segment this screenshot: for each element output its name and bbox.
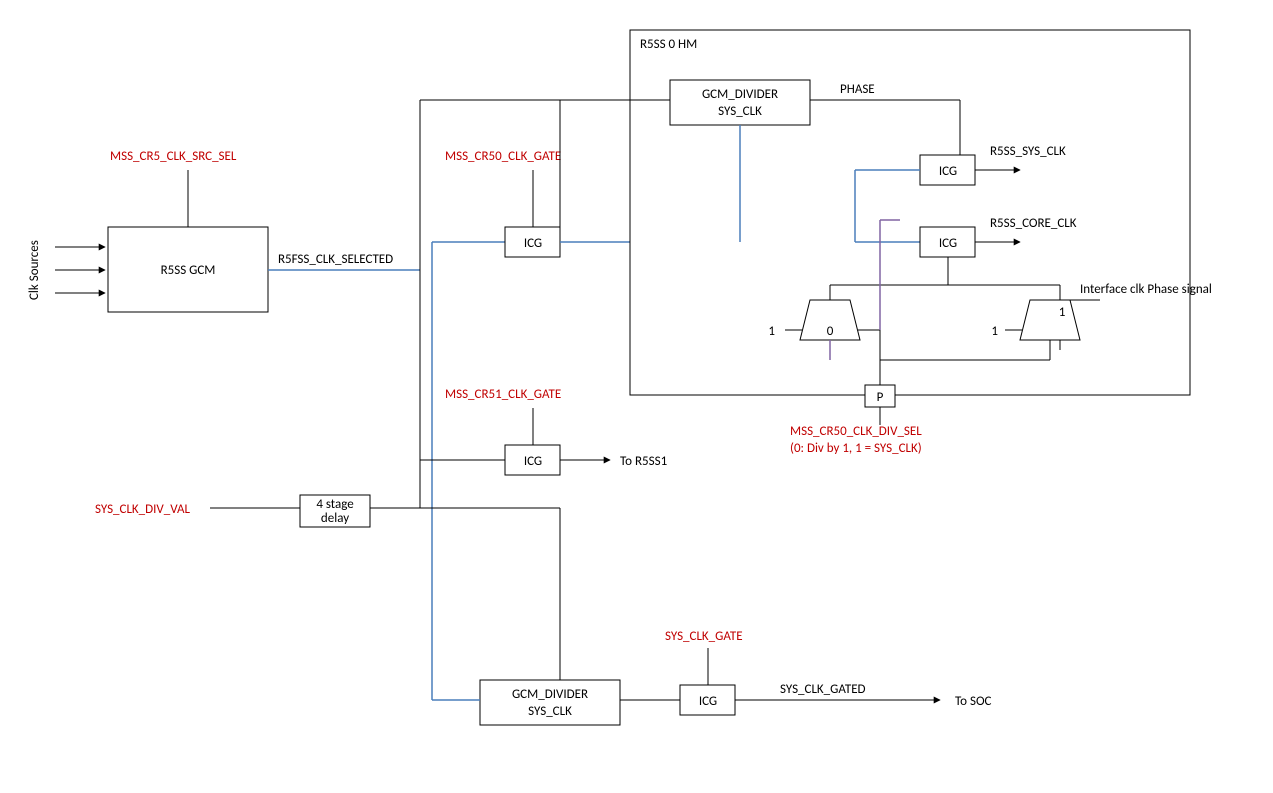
gcm-div-bot-l2: SYS_CLK [528,704,572,719]
gcm-div-top-l1: GCM_DIVIDER [702,87,778,102]
icg-sys-label: ICG [939,164,957,179]
icg-bot-label: ICG [699,694,717,709]
icg0-label: ICG [524,236,542,251]
phase-label: PHASE [840,82,875,97]
cr51-gate-label: MSS_CR51_CLK_GATE [445,387,561,402]
div-sel-l2: (0: Div by 1, 1 = SYS_CLK) [790,441,922,456]
mux-right-in1: 1 [991,324,998,339]
to-r5ss1-label: To R5SS1 [620,454,667,469]
hm-title: R5SS 0 HM [640,37,697,52]
sys-clk-gate-label: SYS_CLK_GATE [665,629,743,644]
src-sel-label: MSS_CR5_CLK_SRC_SEL [110,149,237,164]
sys-clk-div-val-label: SYS_CLK_DIV_VAL [95,502,191,517]
mux-left-in1: 1 [768,324,775,339]
mux-right [1020,300,1080,340]
mux-left-out0: 0 [827,324,834,339]
gcm-div-bot-l1: GCM_DIVIDER [512,687,588,702]
iface-phase-label: Interface clk Phase signal [1080,282,1212,297]
mux-right-out1: 1 [1059,305,1066,320]
delay-label-1: 4 stage [316,497,353,512]
r5ss-core-clk-label: R5SS_CORE_CLK [990,216,1077,231]
p-label: P [877,390,884,405]
sys-clk-gated-label: SYS_CLK_GATED [780,682,866,697]
delay-label-2: delay [321,511,349,526]
icg1-label: ICG [524,454,542,469]
cr50-gate-label: MSS_CR50_CLK_GATE [445,149,561,164]
div-sel-l1: MSS_CR50_CLK_DIV_SEL [790,424,922,439]
r5ss-gcm-label: R5SS GCM [161,263,216,278]
to-soc-label: To SOC [955,694,992,709]
icg-core-label: ICG [939,236,957,251]
clock-diagram: Clk Sources R5SS GCM MSS_CR5_CLK_SRC_SEL… [0,0,1273,793]
r5ss-sys-clk-label: R5SS_SYS_CLK [990,144,1066,159]
gcm-div-top-l2: SYS_CLK [718,104,762,119]
clk-sources-label: Clk Sources [27,240,42,300]
r5fss-sel-label: R5FSS_CLK_SELECTED [278,252,393,267]
